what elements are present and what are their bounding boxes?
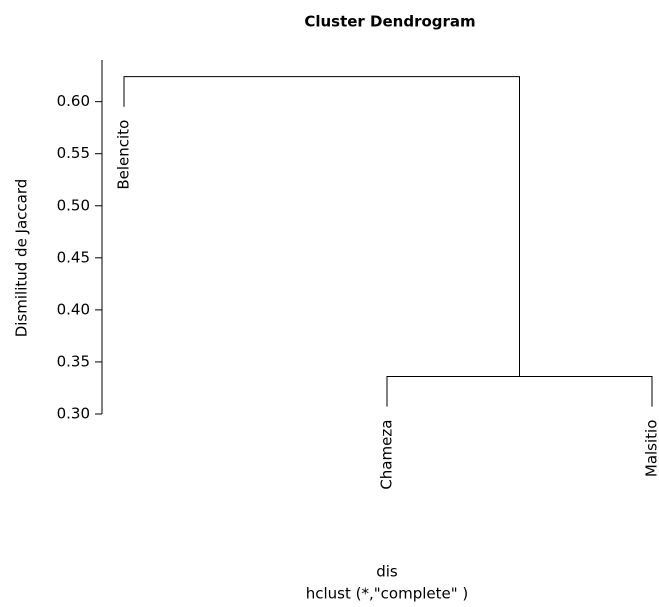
y-tick-label: 0.35 xyxy=(57,352,90,370)
chart-title: Cluster Dendrogram xyxy=(304,13,475,31)
subtitle: hclust (*,"complete" ) xyxy=(306,585,469,603)
x-axis-label: dis xyxy=(376,563,398,581)
leaf-label: Chameza xyxy=(378,420,396,490)
y-tick-label: 0.30 xyxy=(57,405,90,423)
merge-branch xyxy=(386,376,653,407)
merge-branch xyxy=(123,76,520,377)
y-tick-label: 0.50 xyxy=(57,196,90,214)
y-tick-label: 0.55 xyxy=(57,144,90,162)
y-tick-label: 0.40 xyxy=(57,300,90,318)
y-tick-label: 0.60 xyxy=(57,92,90,110)
leaf-label: Belencito xyxy=(115,120,133,190)
y-axis-label: Dismilitud de Jaccard xyxy=(13,179,31,338)
leaf-label: Malsitio xyxy=(643,420,659,478)
y-tick-label: 0.45 xyxy=(57,248,90,266)
